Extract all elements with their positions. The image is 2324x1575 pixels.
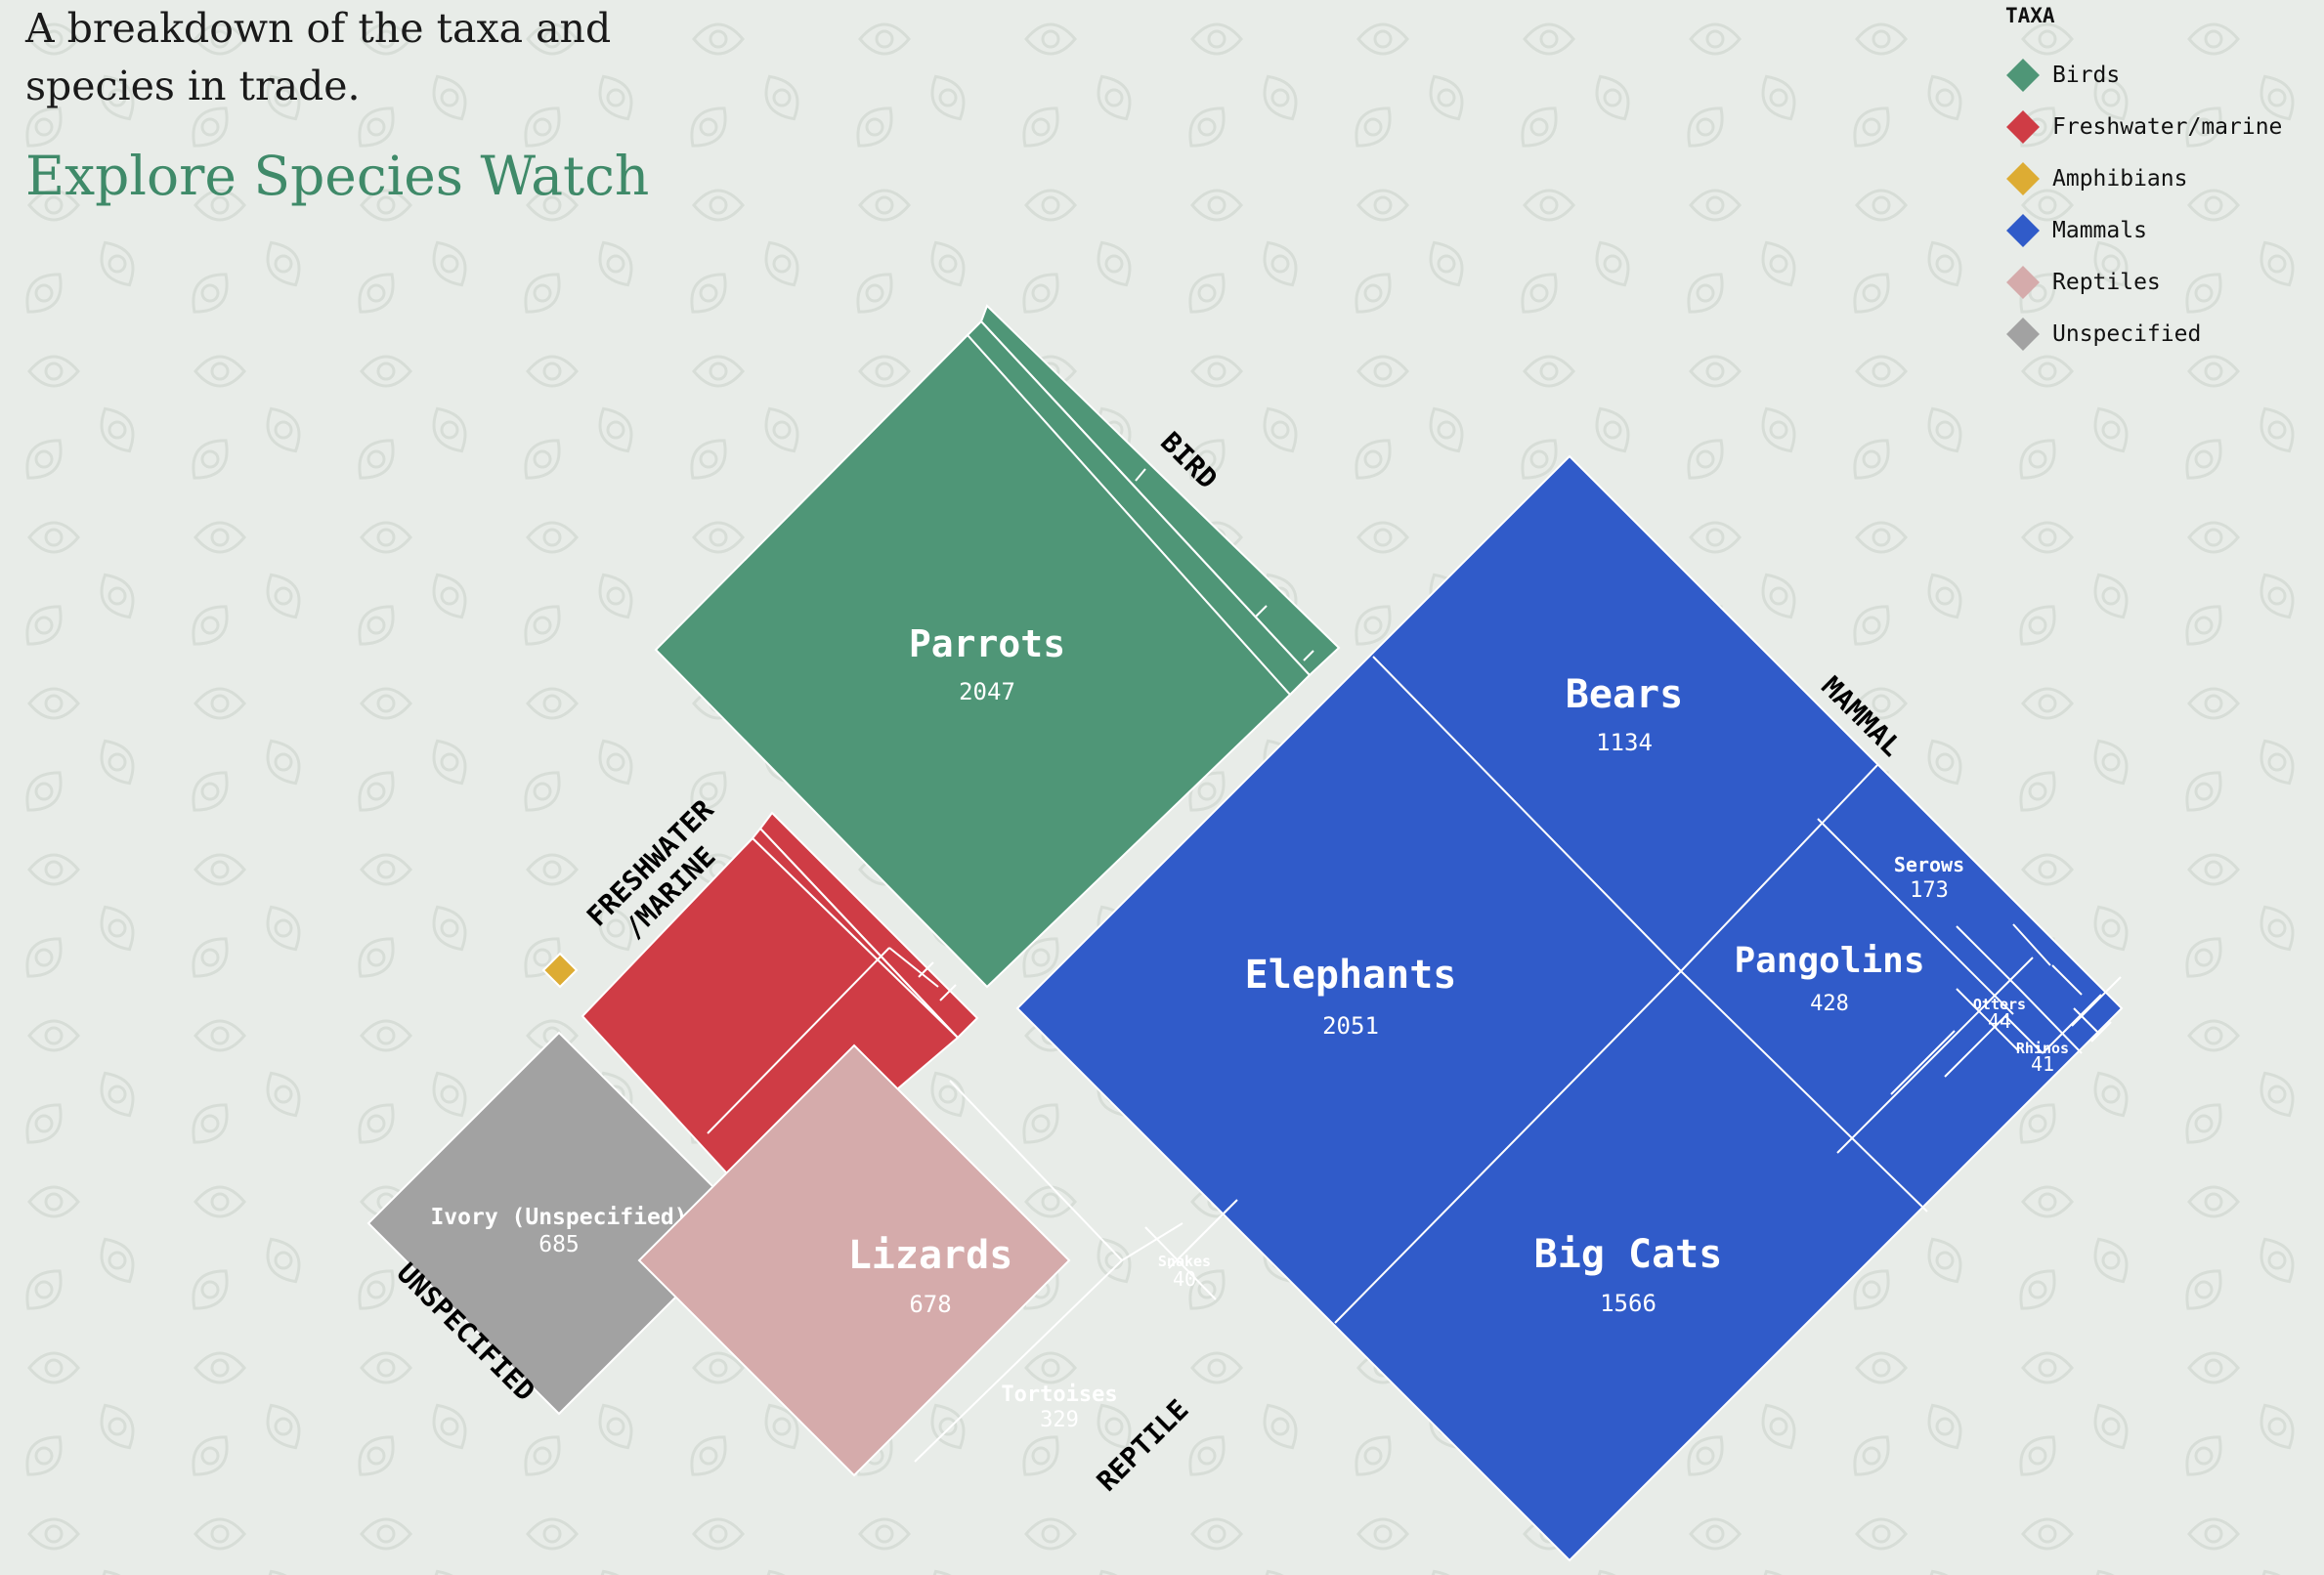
mammal-divider <box>2090 1021 2112 1043</box>
label-bears: Bears <box>1566 672 1683 717</box>
legend-item-mammals[interactable]: Mammals <box>2005 204 2318 256</box>
legend-item-unspecified[interactable]: Unspecified <box>2005 308 2318 360</box>
legend-label: Birds <box>2052 62 2121 88</box>
freshwater-divider <box>939 984 957 1001</box>
value-elephants: 2051 <box>1322 1012 1379 1040</box>
label-elephants: Elephants <box>1245 953 1457 998</box>
value-snakes: 40 <box>1173 1267 1196 1291</box>
amphibians-diamond[interactable] <box>541 952 579 989</box>
reptile-divider <box>1121 1222 1184 1261</box>
legend-label: Amphibians <box>2052 165 2188 192</box>
reptile-divider <box>914 1259 1123 1463</box>
group-label-reptile: REPTILE <box>1091 1393 1195 1498</box>
label-tortoises: Tortoises <box>1001 1383 1117 1407</box>
value-big-cats: 1566 <box>1600 1290 1657 1317</box>
freshwater-divider <box>888 947 939 988</box>
legend-title: TAXA <box>2005 4 2055 27</box>
mammal-divider <box>1890 1030 1956 1095</box>
label-lizards: Lizards <box>848 1233 1013 1278</box>
mammal-divider <box>2073 1007 2100 1035</box>
mammal-divider <box>1680 763 1879 972</box>
bird-divider <box>1254 605 1268 618</box>
legend-label: Mammals <box>2052 217 2147 243</box>
mammal-divider <box>1836 957 2034 1154</box>
mammal-divider <box>2071 976 2122 1027</box>
unspecified-diamond[interactable] <box>366 1031 752 1416</box>
mammal-divider <box>1956 988 2020 1052</box>
value-lizards: 678 <box>909 1291 951 1318</box>
value-tortoises: 329 <box>1040 1408 1079 1432</box>
mammal-divider <box>1944 1015 2006 1078</box>
label-serows: Serows <box>1894 853 1964 876</box>
freshwater-divider <box>759 828 959 1039</box>
mammal-divider <box>2012 923 2051 966</box>
value-parrots: 2047 <box>959 678 1015 705</box>
value-otters: 44 <box>1988 1009 2011 1033</box>
legend-label: Reptiles <box>2052 269 2161 295</box>
mammal-divider <box>2004 1015 2044 1054</box>
mammal-divider <box>1817 818 2014 1015</box>
mammal-divider <box>1372 656 1682 972</box>
value-bears: 1134 <box>1596 729 1653 756</box>
value-rhinos: 41 <box>2031 1052 2054 1076</box>
legend-label: Freshwater/marine <box>2052 113 2283 140</box>
label-pangolins: Pangolins <box>1734 941 1924 981</box>
label-big-cats: Big Cats <box>1534 1232 1723 1277</box>
reptile-divider <box>1184 1207 1230 1254</box>
explore-species-watch-link[interactable]: Explore Species Watch <box>25 145 650 207</box>
legend-item-freshwater-marine[interactable]: Freshwater/marine <box>2005 101 2318 152</box>
reptile-divider <box>949 1080 1123 1261</box>
mammal-divider <box>2018 988 2083 1054</box>
mammal-divider <box>2042 994 2102 1054</box>
bird-divider <box>1135 468 1146 482</box>
legend-item-reptiles[interactable]: Reptiles <box>2005 256 2318 308</box>
legend-item-amphibians[interactable]: Amphibians <box>2005 152 2318 204</box>
value-ivory: 685 <box>538 1232 580 1257</box>
label-snakes: Snakes <box>1158 1253 1211 1270</box>
value-pangolins: 428 <box>1810 992 1849 1016</box>
label-rhinos: Rhinos <box>2016 1040 2069 1057</box>
legend: TAXA Birds Freshwater/marine Amphibians … <box>2005 4 2318 360</box>
label-parrots: Parrots <box>909 622 1065 665</box>
reptile-divider <box>1144 1226 1217 1300</box>
legend-label: Unspecified <box>2052 320 2202 347</box>
label-ivory: Ivory (Unspecified) <box>430 1205 687 1230</box>
freshwater-divider <box>918 961 934 978</box>
mammal-diamond[interactable] <box>1015 454 2124 1562</box>
mammal-divider <box>2051 964 2083 996</box>
freshwater-divider <box>707 947 890 1134</box>
mammal-divider <box>1956 925 2020 990</box>
legend-item-birds[interactable]: Birds <box>2005 49 2318 101</box>
mammal-divider <box>1334 970 1682 1324</box>
value-serows: 173 <box>1910 878 1949 903</box>
reptile-diamond[interactable] <box>637 1043 1071 1477</box>
treemap-cell-parrots[interactable] <box>654 333 1292 989</box>
label-otters: Otters <box>1973 996 2026 1013</box>
intro-text: A breakdown of the taxa and species in t… <box>25 5 612 109</box>
bird-divider <box>1303 650 1314 661</box>
mammal-divider <box>1680 970 1928 1213</box>
